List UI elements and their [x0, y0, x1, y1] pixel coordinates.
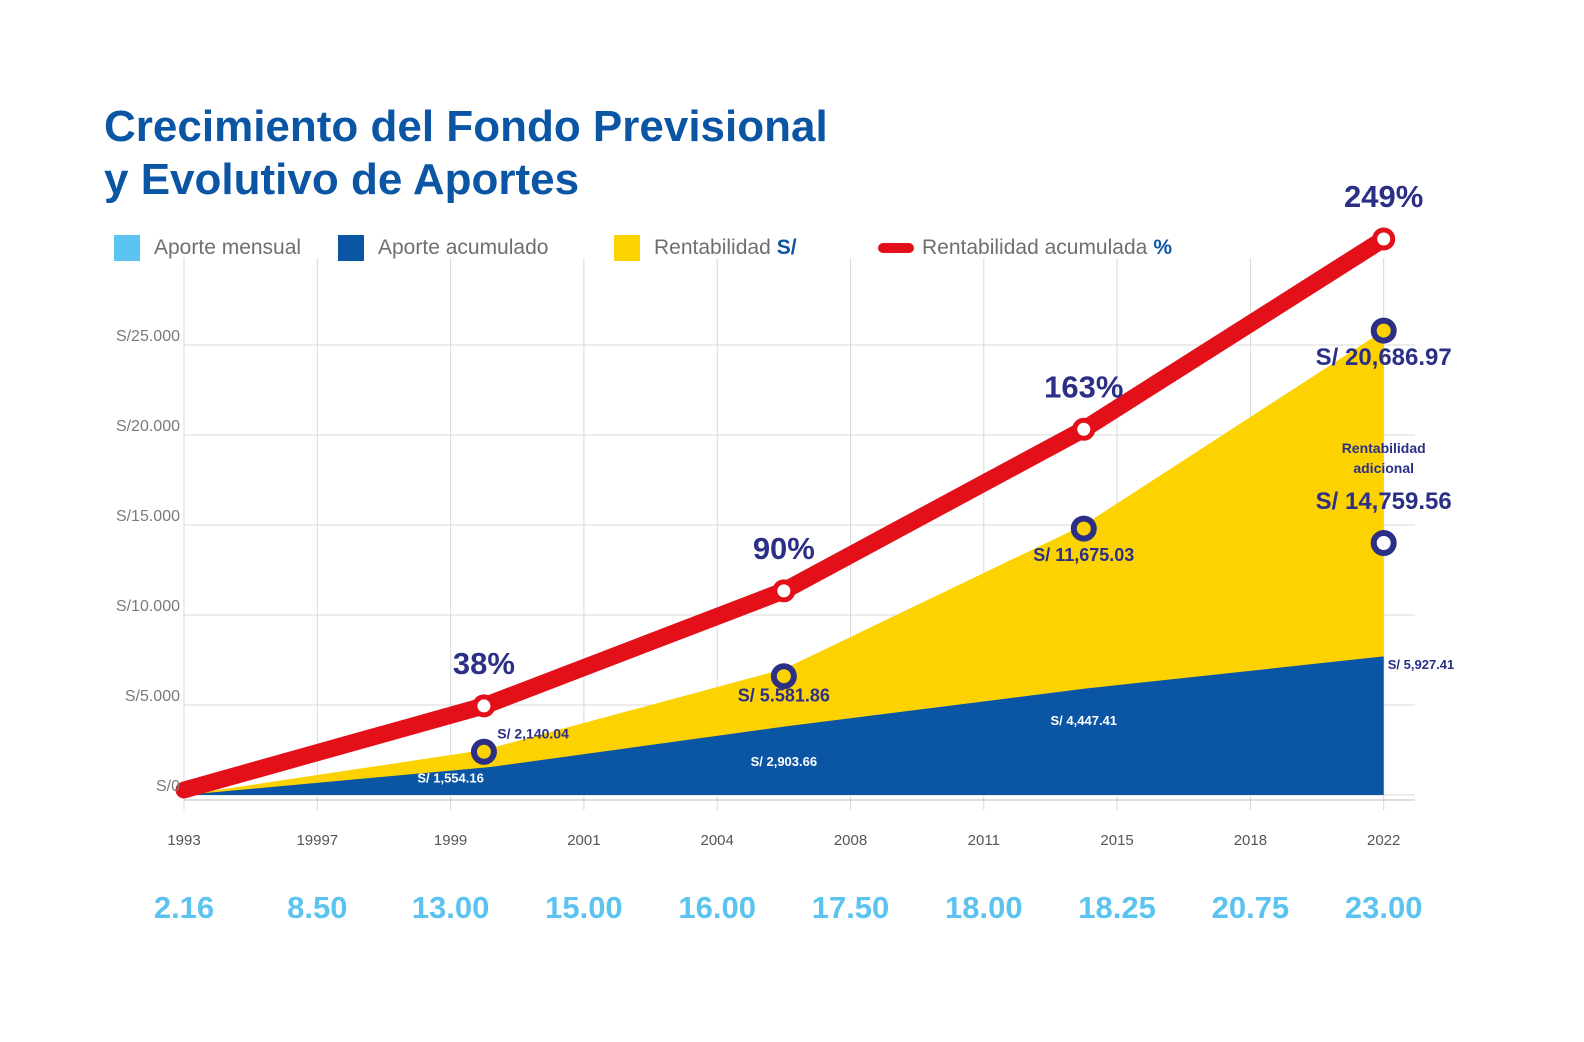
rentabilidad-acumulada-point [772, 579, 796, 603]
x-tick-label: 1999 [434, 832, 467, 849]
area-layer [184, 330, 1384, 795]
value-marker [470, 738, 497, 765]
chart-legend: Aporte mensual Aporte acumulado Rentabil… [0, 232, 1584, 266]
label-layer: 1993 19997 1999 2001 2004 2008 2011 2015 2018 202… [116, 179, 1454, 849]
legend-swatch-aporte-acumulado [338, 235, 364, 261]
value-annotation: S/ 4,447.41 [1051, 713, 1118, 728]
value-annotation: S/ 11,675.03 [1033, 545, 1134, 565]
y-tick-label: S/5.000 [125, 688, 180, 705]
y-tick-label: S/0 [156, 778, 180, 795]
x-tick-label: 2018 [1234, 832, 1267, 849]
x-tick-label: 2008 [834, 832, 867, 849]
rentabilidad-acumulada-point [1072, 417, 1096, 441]
value-annotation: adicional [1353, 460, 1414, 476]
value-marker [1370, 530, 1397, 556]
legend-label-rentabilidad: Rentabilidad [654, 236, 771, 259]
value-annotation: S/ 2,903.66 [751, 754, 818, 769]
y-tick-label: S/10.000 [116, 598, 180, 615]
x-tick-label: 2001 [567, 832, 600, 849]
percent-label: 249% [1344, 179, 1423, 214]
x-tick-label: 2015 [1100, 832, 1133, 849]
aporte-acumulado-area [184, 656, 1384, 795]
x-tick-label: 2004 [701, 832, 734, 849]
monthly-contribution-value: 16.00 [678, 890, 756, 925]
x-tick-label: 2022 [1367, 832, 1400, 849]
legend-swatch-rentabilidad [614, 235, 640, 261]
x-tick-label: 2011 [968, 832, 1000, 849]
value-annotation: S/ 2,140.04 [497, 725, 569, 741]
monthly-contribution-value: 18.25 [1078, 890, 1156, 925]
monthly-contribution-value: 20.75 [1211, 890, 1290, 925]
value-marker [1370, 317, 1397, 344]
legend-swatch-rentabilidad-acumulada [878, 243, 914, 253]
legend-unit-rentabilidad: S/ [776, 236, 797, 259]
value-annotation: S/ 5.581.86 [738, 685, 830, 705]
legend-item-rentabilidad-acumulada: Rentabilidad acumulada % [878, 232, 1172, 264]
chart-title-line-2: y Evolutivo de Aportes [104, 155, 580, 204]
percent-label: 38% [453, 646, 515, 681]
monthly-contribution-value: 8.50 [287, 890, 348, 925]
legend-swatch-aporte-mensual [114, 235, 140, 261]
value-annotation: S/ 1,554.16 [417, 770, 484, 785]
value-marker [770, 663, 797, 690]
legend-label-aporte-mensual: Aporte mensual [154, 236, 302, 259]
legend-unit-rentabilidad-acumulada: % [1153, 236, 1173, 259]
x-tick-label: 19997 [296, 832, 338, 849]
value-annotation: Rentabilidad [1342, 440, 1426, 456]
legend-label-rentabilidad-acumulada: Rentabilidad acumulada [922, 236, 1148, 259]
legend-item-aporte-mensual: Aporte mensual [114, 232, 301, 264]
x-tick-label: 1993 [167, 832, 200, 849]
y-tick-label: S/15.000 [116, 508, 180, 525]
legend-item-aporte-acumulado: Aporte acumulado [338, 232, 548, 264]
rentabilidad-area [184, 330, 1384, 795]
monthly-contribution-value: 13.00 [411, 890, 490, 925]
percent-label: 90% [753, 531, 815, 566]
rentabilidad-acumulada-point [1372, 227, 1396, 251]
value-marker [1070, 515, 1097, 542]
value-annotation: S/ 20,686.97 [1316, 344, 1452, 371]
chart-title: Crecimiento del Fondo Previsional y Evol… [104, 100, 828, 206]
marker-layer [470, 227, 1397, 765]
percent-label: 163% [1044, 369, 1123, 404]
y-tick-label: S/20.000 [116, 418, 180, 435]
chart-title-line-1: Crecimiento del Fondo Previsional [104, 102, 828, 151]
monthly-contribution-row: 2.16 8.50 13.00 15.00 16.00 17.50 18.00 18.25 20… [0, 890, 1584, 930]
monthly-contribution-value: 15.00 [545, 890, 623, 925]
monthly-contribution-value: 18.00 [945, 890, 1023, 925]
monthly-contribution-value: 17.50 [811, 890, 890, 925]
value-annotation: S/ 14,759.56 [1316, 488, 1452, 515]
legend-item-rentabilidad: Rentabilidad S/ [614, 232, 797, 264]
rentabilidad-acumulada-point [472, 694, 496, 718]
y-tick-label: S/25.000 [116, 328, 180, 345]
legend-label-aporte-acumulado: Aporte acumulado [378, 236, 549, 259]
monthly-contribution-value: 2.16 [153, 890, 215, 925]
monthly-contribution-value: 23.00 [1344, 890, 1423, 925]
value-annotation: S/ 5,927.41 [1388, 657, 1455, 672]
